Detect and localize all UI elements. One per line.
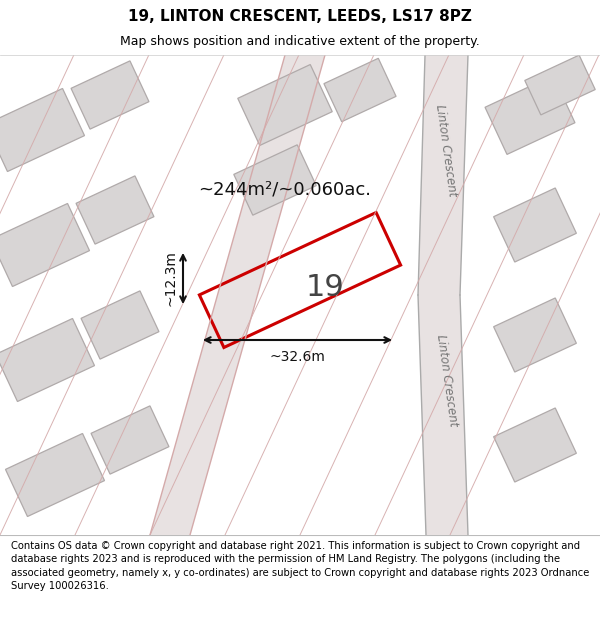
Bar (324, 58, 396, 122)
Bar (71, 61, 149, 129)
Text: Linton Crescent: Linton Crescent (433, 103, 459, 197)
Bar (238, 64, 332, 146)
Bar (0, 204, 89, 286)
Bar (485, 76, 575, 154)
Bar (76, 176, 154, 244)
Bar (5, 434, 104, 516)
Text: ~32.6m: ~32.6m (269, 350, 325, 364)
Text: Contains OS data © Crown copyright and database right 2021. This information is : Contains OS data © Crown copyright and d… (11, 541, 589, 591)
Bar (0, 89, 85, 171)
Bar (0, 319, 95, 401)
Bar (494, 188, 577, 262)
Text: ~244m²/~0.060ac.: ~244m²/~0.060ac. (199, 181, 371, 199)
Bar (81, 291, 159, 359)
Text: 19: 19 (305, 274, 344, 302)
Text: Linton Crescent: Linton Crescent (434, 333, 460, 427)
Bar (494, 408, 577, 482)
Bar (525, 55, 595, 115)
Bar (199, 213, 401, 348)
Polygon shape (150, 55, 325, 535)
Bar (234, 145, 316, 215)
Polygon shape (418, 55, 468, 295)
Text: 19, LINTON CRESCENT, LEEDS, LS17 8PZ: 19, LINTON CRESCENT, LEEDS, LS17 8PZ (128, 9, 472, 24)
Bar (494, 298, 577, 372)
Bar (91, 406, 169, 474)
Text: ~12.3m: ~12.3m (164, 251, 178, 306)
Text: Map shows position and indicative extent of the property.: Map shows position and indicative extent… (120, 35, 480, 48)
Polygon shape (418, 295, 468, 535)
